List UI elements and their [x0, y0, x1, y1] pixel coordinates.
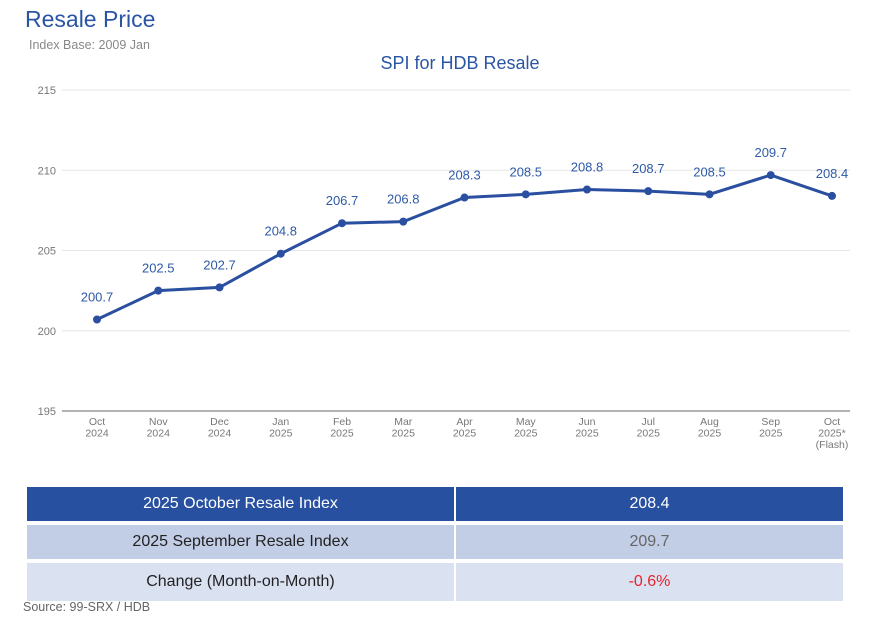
x-tick-label: 2025 — [453, 428, 477, 440]
y-tick-label: 205 — [38, 246, 56, 258]
x-tick-label: Oct — [89, 416, 105, 428]
data-point — [93, 315, 101, 324]
x-tick-label: 2025 — [759, 428, 783, 440]
x-tick-label: 2024 — [208, 428, 232, 440]
row-value: 208.4 — [456, 487, 845, 521]
table-row: 2025 September Resale Index 209.7 — [27, 525, 845, 559]
data-label: 206.7 — [326, 193, 359, 208]
row-value: 209.7 — [456, 525, 845, 559]
x-tick-label: 2024 — [147, 428, 171, 440]
y-tick-label: 195 — [38, 406, 56, 418]
table-row: Change (Month-on-Month) -0.6% — [27, 563, 845, 601]
y-tick-label: 200 — [38, 326, 56, 338]
x-tick-label: 2024 — [85, 428, 109, 440]
data-label: 208.7 — [632, 161, 665, 176]
line-chart: 195200205210215Oct2024Nov2024Dec2024Jan2… — [38, 85, 850, 451]
x-tick-label: 2025 — [392, 428, 416, 440]
data-label: 208.4 — [816, 166, 849, 181]
x-tick-label: 2025 — [698, 428, 722, 440]
source-note: Source: 99-SRX / HDB — [23, 600, 151, 614]
x-tick-label: 2025 — [514, 428, 538, 440]
table-row: 2025 October Resale Index 208.4 — [27, 487, 845, 521]
x-tick-label: (Flash) — [816, 439, 849, 451]
data-point — [583, 185, 591, 194]
data-label: 209.7 — [754, 145, 787, 160]
data-label: 202.5 — [142, 261, 175, 276]
x-tick-label: Dec — [210, 416, 229, 428]
x-tick-label: 2025 — [575, 428, 599, 440]
row-label: 2025 October Resale Index — [27, 487, 456, 521]
x-tick-label: 2025 — [269, 428, 293, 440]
data-label: 208.5 — [693, 164, 726, 179]
data-label: 202.7 — [203, 257, 236, 272]
data-point — [338, 219, 346, 228]
data-point — [521, 190, 530, 199]
x-tick-label: Aug — [700, 416, 719, 428]
data-point — [276, 249, 285, 258]
data-point — [154, 286, 163, 295]
index-base-subtitle: Index Base: 2009 Jan — [29, 38, 150, 52]
data-point — [460, 193, 469, 202]
data-point — [399, 217, 408, 226]
x-tick-label: Jul — [642, 416, 655, 428]
summary-table: 2025 October Resale Index 208.4 2025 Sept… — [27, 483, 845, 605]
data-label: 204.8 — [264, 224, 297, 239]
data-point — [828, 191, 836, 200]
x-tick-label: Jun — [579, 416, 596, 428]
data-point — [766, 171, 775, 180]
x-tick-label: 2025* — [818, 428, 845, 440]
row-label: Change (Month-on-Month) — [27, 563, 456, 601]
x-tick-label: 2025 — [637, 428, 661, 440]
x-tick-label: Jan — [272, 416, 289, 428]
x-tick-label: Feb — [333, 416, 351, 428]
page-title: Resale Price — [25, 6, 156, 32]
row-label: 2025 September Resale Index — [27, 525, 456, 559]
y-tick-label: 215 — [38, 85, 56, 97]
data-label: 208.8 — [571, 160, 604, 175]
x-tick-label: Mar — [394, 416, 413, 428]
x-tick-label: Oct — [824, 416, 840, 428]
data-label: 208.5 — [509, 164, 542, 179]
data-point — [215, 283, 224, 292]
x-tick-label: Nov — [149, 416, 168, 428]
data-label: 206.8 — [387, 192, 420, 207]
x-tick-label: Apr — [456, 416, 473, 428]
data-point — [705, 190, 714, 199]
data-label: 200.7 — [81, 290, 114, 305]
row-value: -0.6% — [456, 563, 845, 601]
chart-title: SPI for HDB Resale — [380, 53, 540, 73]
data-point — [644, 187, 653, 196]
y-tick-label: 210 — [38, 165, 56, 177]
x-tick-label: 2025 — [330, 428, 354, 440]
data-label: 208.3 — [448, 168, 481, 183]
x-tick-label: Sep — [761, 416, 780, 428]
x-tick-label: May — [516, 416, 537, 428]
